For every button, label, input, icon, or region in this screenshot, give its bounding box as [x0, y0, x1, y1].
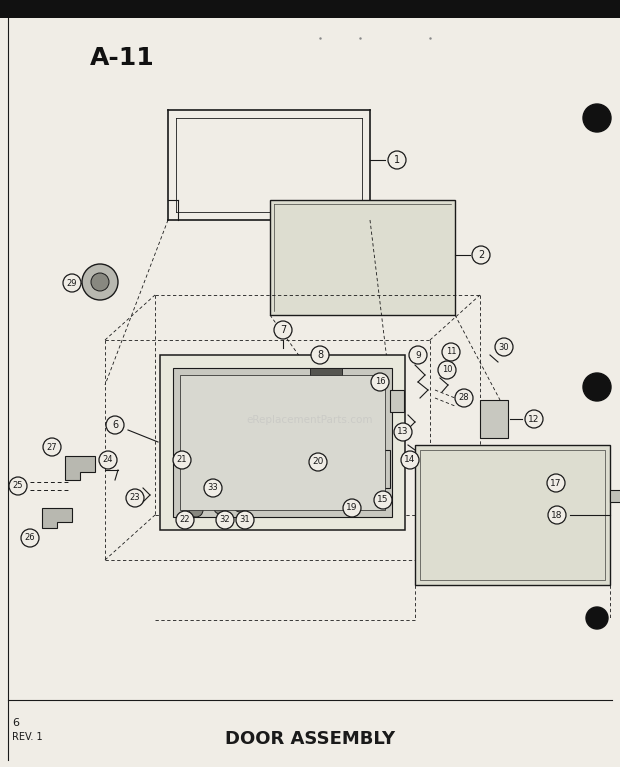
FancyBboxPatch shape [365, 490, 377, 504]
Text: 8: 8 [317, 350, 323, 360]
Text: 16: 16 [374, 377, 385, 387]
Circle shape [374, 491, 392, 509]
Circle shape [547, 474, 565, 492]
Circle shape [9, 477, 27, 495]
Text: 29: 29 [67, 278, 78, 288]
Circle shape [388, 151, 406, 169]
Text: REV. 1: REV. 1 [12, 732, 43, 742]
FancyBboxPatch shape [310, 368, 342, 376]
Circle shape [343, 499, 361, 517]
Text: 6: 6 [12, 718, 19, 728]
Circle shape [214, 502, 226, 514]
Circle shape [176, 511, 194, 529]
Circle shape [309, 453, 327, 471]
Text: 30: 30 [498, 343, 509, 351]
Text: 15: 15 [377, 495, 389, 505]
Polygon shape [65, 456, 95, 480]
Circle shape [583, 373, 611, 401]
Circle shape [126, 489, 144, 507]
Circle shape [442, 343, 460, 361]
Text: 6: 6 [112, 420, 118, 430]
FancyBboxPatch shape [173, 368, 392, 517]
Circle shape [91, 273, 109, 291]
Circle shape [455, 389, 473, 407]
FancyBboxPatch shape [180, 375, 385, 510]
Circle shape [394, 423, 412, 441]
Circle shape [495, 338, 513, 356]
Circle shape [236, 511, 254, 529]
Text: 24: 24 [103, 456, 113, 465]
Circle shape [274, 321, 292, 339]
Text: 12: 12 [528, 414, 539, 423]
Circle shape [401, 451, 419, 469]
Circle shape [43, 438, 61, 456]
Text: 19: 19 [346, 503, 358, 512]
Circle shape [82, 264, 118, 300]
Text: DOOR ASSEMBLY: DOOR ASSEMBLY [225, 730, 395, 748]
FancyBboxPatch shape [160, 355, 405, 530]
Circle shape [525, 410, 543, 428]
Text: 14: 14 [404, 456, 415, 465]
Text: 10: 10 [441, 366, 452, 374]
Circle shape [586, 607, 608, 629]
Text: 11: 11 [446, 347, 456, 357]
Circle shape [409, 346, 427, 364]
Text: 22: 22 [180, 515, 190, 525]
Text: 32: 32 [219, 515, 230, 525]
Circle shape [583, 104, 611, 132]
Circle shape [173, 451, 191, 469]
Text: 31: 31 [240, 515, 250, 525]
FancyBboxPatch shape [340, 468, 365, 476]
Polygon shape [42, 508, 72, 528]
Text: 27: 27 [46, 443, 57, 452]
Circle shape [311, 346, 329, 364]
Circle shape [438, 361, 456, 379]
Circle shape [63, 274, 81, 292]
Circle shape [106, 416, 124, 434]
Text: 33: 33 [208, 483, 218, 492]
Text: 26: 26 [25, 534, 35, 542]
Circle shape [548, 506, 566, 524]
Text: 2: 2 [478, 250, 484, 260]
FancyBboxPatch shape [390, 390, 404, 412]
Text: A-11: A-11 [90, 46, 155, 70]
FancyBboxPatch shape [380, 450, 390, 488]
Circle shape [99, 451, 117, 469]
Text: 13: 13 [397, 427, 409, 436]
Circle shape [189, 503, 203, 517]
Text: 7: 7 [280, 325, 286, 335]
Circle shape [216, 511, 234, 529]
Circle shape [204, 479, 222, 497]
Text: 28: 28 [459, 393, 469, 403]
Text: 9: 9 [415, 351, 421, 360]
FancyBboxPatch shape [270, 200, 455, 315]
Text: 21: 21 [177, 456, 187, 465]
Text: 18: 18 [551, 511, 563, 519]
Circle shape [371, 373, 389, 391]
Circle shape [234, 500, 246, 512]
FancyBboxPatch shape [415, 445, 610, 585]
Text: 25: 25 [13, 482, 24, 491]
Circle shape [21, 529, 39, 547]
FancyBboxPatch shape [610, 490, 620, 502]
FancyBboxPatch shape [0, 0, 620, 18]
Text: 20: 20 [312, 457, 324, 466]
Text: 23: 23 [130, 493, 140, 502]
Text: 1: 1 [394, 155, 400, 165]
FancyBboxPatch shape [480, 400, 508, 438]
Text: 17: 17 [551, 479, 562, 488]
Circle shape [472, 246, 490, 264]
Text: eReplacementParts.com: eReplacementParts.com [247, 415, 373, 425]
